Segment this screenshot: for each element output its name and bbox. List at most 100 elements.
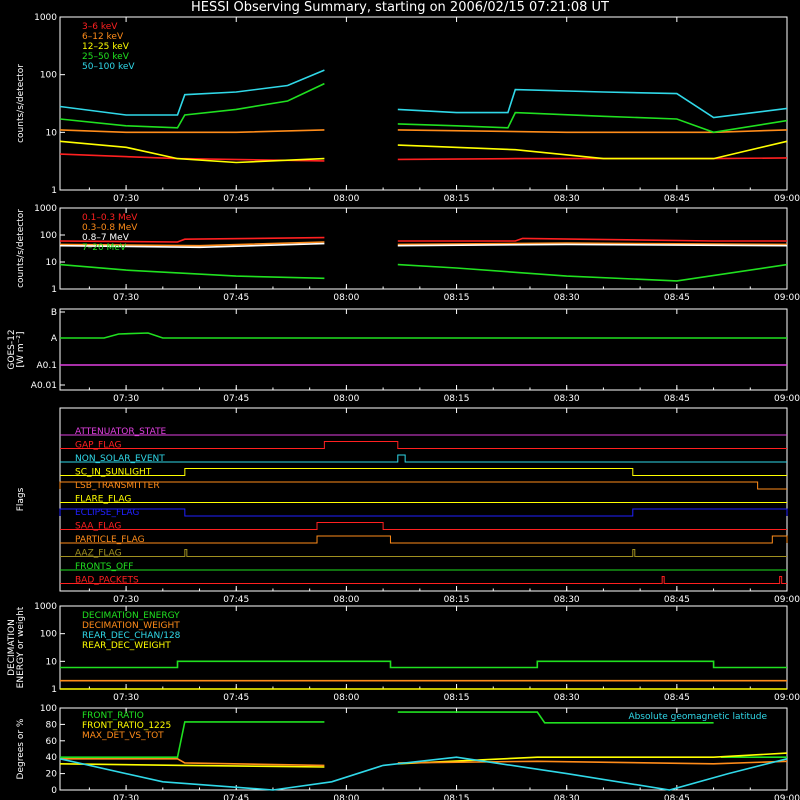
series-line: [397, 243, 788, 247]
y-tick-label: 100: [40, 71, 57, 81]
x-tick-label: 08:00: [333, 693, 359, 703]
y-tick-label: A0.1: [37, 361, 57, 371]
legend-entry: 25–50 keV: [82, 52, 130, 62]
series-line: [59, 763, 325, 768]
y-axis-label: counts/s/detector: [16, 209, 26, 288]
x-tick-label: 07:45: [223, 194, 249, 204]
x-tick-label: 07:30: [113, 693, 139, 703]
x-tick-label: 08:15: [444, 693, 470, 703]
y-axis-label: Degrees or %: [16, 718, 26, 779]
legend-entry: 0.8–7 MeV: [82, 233, 130, 243]
flag-label: BAD_PACKETS: [75, 576, 139, 586]
legend-entry: 6–12 keV: [82, 32, 124, 42]
legend-entry: REAR_DEC_CHAN/128: [82, 631, 181, 641]
x-tick-label: 08:00: [333, 595, 359, 605]
series-line: [397, 242, 788, 246]
flag-label: AAZ_FLAG: [75, 549, 122, 559]
y-axis-label: ENERGY or weight: [16, 606, 26, 688]
series-line: [60, 332, 787, 339]
y-tick-label: 1: [51, 186, 57, 196]
legend-entry: 50–100 keV: [82, 62, 135, 72]
x-tick-label: 08:45: [664, 194, 690, 204]
y-tick-label: 1: [51, 685, 57, 695]
x-tick-label: 08:30: [554, 293, 580, 303]
series-line: [60, 721, 325, 758]
x-tick-label: 08:15: [444, 595, 470, 605]
series-line: [59, 263, 325, 280]
flag-line: [60, 535, 788, 544]
x-tick-label: 08:30: [554, 394, 580, 404]
series-line: [59, 140, 325, 164]
x-tick-label: 07:45: [223, 293, 249, 303]
legend-entry: MAX_DET_VS_TOT: [82, 731, 164, 741]
x-tick-label: 08:15: [444, 194, 470, 204]
series-line: [59, 236, 325, 243]
y-tick-label: 1000: [34, 13, 57, 23]
x-tick-label: 09:00: [774, 794, 800, 800]
flag-label: FRONTS_OFF: [75, 562, 133, 572]
x-tick-label: 08:45: [664, 693, 690, 703]
x-tick-label: 08:30: [554, 794, 580, 800]
series-line: [397, 237, 787, 242]
x-tick-label: 07:30: [113, 394, 139, 404]
flag-line: [60, 549, 787, 557]
y-tick-label: 40: [46, 753, 58, 763]
flag-label: PARTICLE_FLAG: [75, 535, 145, 545]
x-tick-label: 09:00: [774, 194, 800, 204]
flag-label: SC_IN_SUNLIGHT: [75, 468, 152, 478]
legend-entry: 7–20 MeV: [82, 243, 127, 253]
panel-frame: [59, 207, 788, 290]
series-line: [397, 711, 714, 724]
flag-label: ATTENUATOR_STATE: [75, 427, 167, 437]
x-tick-label: 08:45: [664, 293, 690, 303]
y-axis-label: Flags: [16, 487, 26, 511]
series-line: [397, 129, 788, 134]
y-tick-label: 100: [40, 704, 57, 714]
y-axis-label: GOES-12: [7, 329, 17, 369]
y-tick-label: B: [51, 308, 57, 318]
flag-label: SAA_FLAG: [75, 522, 121, 532]
y-tick-label: 10: [46, 657, 58, 667]
flag-line: [60, 576, 787, 584]
series-line: [397, 752, 788, 765]
y-axis-label: DECIMATION: [7, 619, 17, 676]
series-line: [59, 82, 325, 129]
series-line: [59, 242, 325, 249]
y-axis-unit: [W m⁻²]: [16, 332, 26, 368]
x-tick-label: 09:00: [774, 595, 800, 605]
x-tick-label: 08:00: [333, 394, 359, 404]
series-line: [397, 111, 788, 134]
x-tick-label: 08:15: [444, 293, 470, 303]
panel-frame: [59, 16, 788, 191]
y-tick-label: 1000: [34, 204, 57, 214]
x-tick-label: 07:30: [113, 194, 139, 204]
flag-line: [59, 481, 787, 490]
x-tick-label: 08:00: [333, 194, 359, 204]
flag-label: FLARE_FLAG: [75, 495, 131, 505]
y-axis-label: counts/s/detector: [16, 64, 26, 143]
legend-entry: 0.1–0.3 MeV: [82, 213, 138, 223]
y-tick-label: 0: [51, 786, 57, 796]
y-tick-label: 100: [40, 231, 57, 241]
x-tick-label: 07:30: [113, 794, 139, 800]
x-tick-label: 08:30: [554, 693, 580, 703]
y-tick-label: 1000: [34, 602, 57, 612]
x-tick-label: 07:30: [113, 595, 139, 605]
plot-title: HESSI Observing Summary, starting on 200…: [191, 0, 609, 15]
y-tick-label: A: [51, 334, 58, 344]
series-line: [59, 756, 788, 791]
x-tick-label: 08:00: [333, 293, 359, 303]
x-tick-label: 08:30: [554, 194, 580, 204]
y-tick-label: 1: [51, 285, 57, 295]
y-tick-label: 20: [46, 770, 58, 780]
y-tick-label: A0.01: [31, 381, 57, 391]
legend-entry: 12–25 keV: [82, 42, 130, 52]
y-tick-label: 80: [46, 720, 58, 730]
x-tick-label: 08:45: [664, 794, 690, 800]
x-tick-label: 09:00: [774, 394, 800, 404]
flag-line: [60, 441, 787, 449]
x-tick-label: 09:00: [774, 293, 800, 303]
x-tick-label: 07:45: [223, 693, 249, 703]
y-tick-label: 60: [46, 737, 58, 747]
